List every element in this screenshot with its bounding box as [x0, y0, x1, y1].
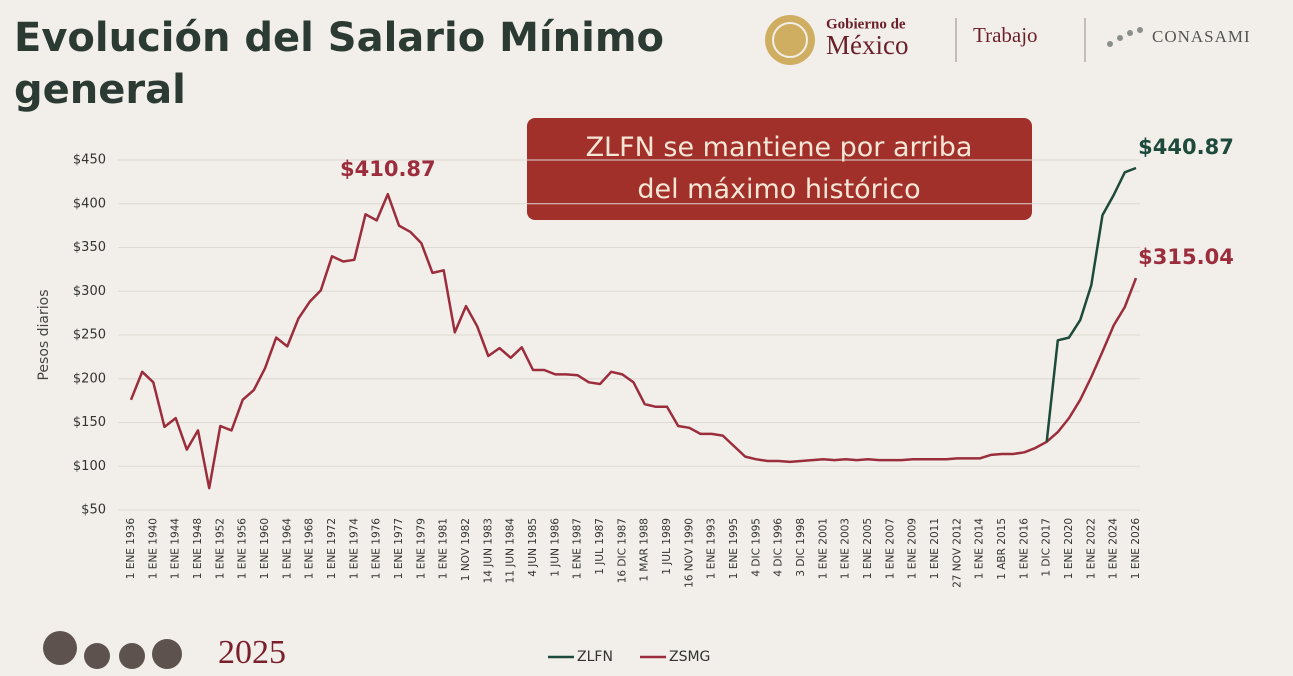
x-tick-label: 1 ENE 2009: [907, 518, 919, 579]
x-tick-label: 1 ENE 2003: [840, 518, 852, 579]
x-tick-label: 1 ABR 2015: [996, 518, 1008, 580]
x-tick-label: 1 ENE 1948: [192, 518, 204, 579]
y-tick-label: $150: [73, 415, 106, 430]
x-tick-label: 11 JUN 1984: [505, 518, 517, 584]
x-tick-label: 1 ENE 1981: [438, 518, 450, 579]
y-tick-label: $100: [73, 459, 106, 474]
x-tick-label: 1 ENE 1956: [237, 518, 249, 580]
agency-icon: [1107, 27, 1143, 47]
x-tick-label: 1 ENE 1977: [393, 518, 405, 579]
x-tick-label: 3 DIC 1998: [795, 518, 807, 577]
x-tick-label: 1 ENE 2014: [974, 518, 986, 580]
annotation-box: [527, 118, 1032, 220]
legend-label: ZLFN: [577, 649, 613, 665]
legend-label: ZSMG: [669, 649, 710, 665]
x-tick-label: 1 ENE 1976: [371, 518, 383, 580]
gov-line1: Gobierno de: [826, 16, 906, 32]
x-tick-label: 1 ENE 1993: [706, 518, 718, 579]
footer-figures: [43, 631, 182, 669]
x-tick-label: 1 ENE 2024: [1108, 518, 1120, 580]
y-axis-label: Pesos diarios: [36, 289, 52, 380]
x-tick-label: 1 ENE 1944: [170, 518, 182, 580]
value-label: $440.87: [1138, 135, 1234, 159]
y-tick-label: $350: [73, 240, 106, 255]
y-tick-label: $250: [73, 328, 106, 343]
x-tick-label: 4 DIC 1996: [773, 518, 785, 577]
x-tick-label: 1 ENE 2001: [817, 518, 829, 579]
year-logo: 2025: [218, 634, 286, 671]
annotation: ZLFN se mantiene por arriba del máximo hi…: [586, 132, 973, 205]
value-label: $410.87: [340, 157, 436, 181]
series-line: [129, 192, 1138, 490]
x-tick-label: 27 NOV 2012: [951, 518, 963, 588]
x-tick-label: 16 NOV 1990: [683, 518, 695, 588]
x-tick-label: 1 JUN 1986: [549, 518, 561, 577]
agency: CONASAMI: [1152, 27, 1251, 46]
x-tick-label: 1 ENE 1968: [304, 518, 316, 579]
x-tick-label: 1 DIC 2017: [1041, 518, 1053, 577]
x-tick-label: 1 MAR 1988: [639, 518, 651, 582]
x-tick-label: 1 JUL 1987: [594, 518, 606, 575]
x-tick-label: 16 DIC 1987: [616, 518, 628, 583]
y-tick-label: $200: [73, 371, 106, 386]
x-tick-label: 4 DIC 1995: [750, 518, 762, 577]
x-tick-label: 1 ENE 2016: [1018, 518, 1030, 580]
x-tick-label: 1 ENE 2022: [1085, 518, 1097, 579]
x-tick-label: 1 ENE 2011: [929, 518, 941, 579]
x-tick-label: 1 ENE 1995: [728, 518, 740, 579]
x-tick-label: 1 ENE 1952: [214, 518, 226, 579]
ministry: Trabajo: [973, 23, 1038, 47]
x-tick-label: 1 ENE 1964: [281, 518, 293, 580]
x-tick-label: 1 ENE 1987: [572, 518, 584, 579]
y-tick-label: $50: [81, 503, 106, 518]
x-tick-label: 1 ENE 1974: [348, 518, 360, 580]
value-label: $315.04: [1138, 245, 1234, 269]
y-tick-label: $400: [73, 196, 106, 211]
seal-ring: [772, 22, 808, 58]
chart-title: Evolución del Salario Mínimo general: [14, 15, 664, 113]
x-tick-label: 1 ENE 1936: [125, 518, 137, 580]
x-tick-label: 1 ENE 2007: [884, 518, 896, 579]
x-tick-label: 14 JUN 1983: [482, 518, 494, 583]
x-tick-label: 1 ENE 1979: [415, 518, 427, 579]
x-tick-label: 1 ENE 2026: [1130, 518, 1142, 580]
x-tick-label: 1 ENE 2020: [1063, 518, 1075, 579]
x-tick-label: 4 JUN 1985: [527, 518, 539, 577]
x-tick-label: 1 JUL 1989: [661, 518, 673, 575]
series-line: [1045, 166, 1137, 442]
gov-line2: México: [826, 30, 908, 60]
x-tick-label: 1 ENE 1972: [326, 518, 338, 579]
y-tick-label: $450: [73, 153, 106, 168]
y-tick-label: $300: [73, 284, 106, 299]
x-tick-label: 1 ENE 1940: [147, 518, 159, 579]
plot: $50 $100 $150 $200 $250 $300 $350 $400 $450 1 ENE…: [73, 135, 1234, 665]
x-tick-label: 1 ENE 1960: [259, 518, 271, 579]
x-tick-label: 1 NOV 1982: [460, 518, 472, 581]
x-tick-label: 1 ENE 2005: [862, 518, 874, 579]
